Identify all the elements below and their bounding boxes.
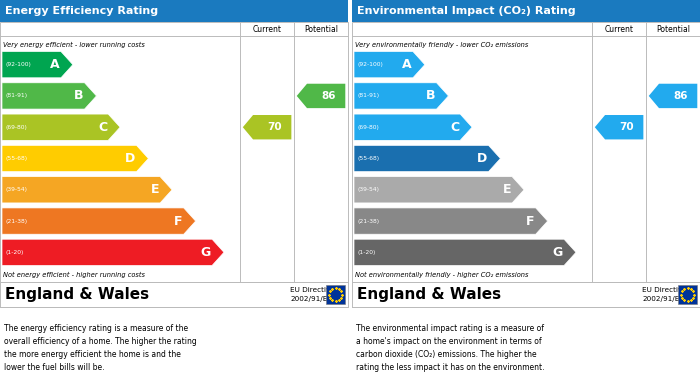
Bar xyxy=(0,22,348,282)
Text: Very energy efficient - lower running costs: Very energy efficient - lower running co… xyxy=(3,42,145,48)
Text: A: A xyxy=(50,58,60,71)
Bar xyxy=(0,0,348,22)
Text: D: D xyxy=(125,152,136,165)
Polygon shape xyxy=(354,52,425,78)
Text: Environmental Impact (CO₂) Rating: Environmental Impact (CO₂) Rating xyxy=(357,6,575,16)
Polygon shape xyxy=(2,114,120,140)
Polygon shape xyxy=(2,177,172,203)
Text: Potential: Potential xyxy=(304,25,338,34)
Text: (92-100): (92-100) xyxy=(5,62,31,67)
Bar xyxy=(326,285,345,304)
Polygon shape xyxy=(354,239,576,265)
Bar xyxy=(0,282,348,307)
Text: England & Wales: England & Wales xyxy=(357,287,501,302)
Text: 70: 70 xyxy=(619,122,634,132)
Text: (1-20): (1-20) xyxy=(5,250,23,255)
Text: E: E xyxy=(503,183,511,196)
Text: (1-20): (1-20) xyxy=(357,250,375,255)
Polygon shape xyxy=(2,145,148,172)
Text: Not environmentally friendly - higher CO₂ emissions: Not environmentally friendly - higher CO… xyxy=(355,272,528,278)
Text: F: F xyxy=(174,215,183,228)
Text: Potential: Potential xyxy=(656,25,690,34)
Text: Current: Current xyxy=(253,25,281,34)
Text: Current: Current xyxy=(605,25,634,34)
Text: (21-38): (21-38) xyxy=(357,219,379,224)
Text: (39-54): (39-54) xyxy=(357,187,379,192)
Text: B: B xyxy=(426,90,435,102)
Text: (92-100): (92-100) xyxy=(357,62,383,67)
Text: D: D xyxy=(477,152,487,165)
Text: (39-54): (39-54) xyxy=(5,187,27,192)
Polygon shape xyxy=(354,83,449,109)
Text: Energy Efficiency Rating: Energy Efficiency Rating xyxy=(5,6,158,16)
Polygon shape xyxy=(354,177,524,203)
Text: England & Wales: England & Wales xyxy=(5,287,149,302)
Text: 70: 70 xyxy=(267,122,281,132)
Text: B: B xyxy=(74,90,83,102)
Text: C: C xyxy=(450,121,459,134)
Bar xyxy=(352,0,700,22)
Text: Not energy efficient - higher running costs: Not energy efficient - higher running co… xyxy=(3,272,145,278)
Polygon shape xyxy=(2,83,97,109)
Text: F: F xyxy=(526,215,535,228)
Text: G: G xyxy=(553,246,563,259)
Text: (81-91): (81-91) xyxy=(5,93,27,99)
Text: 2002/91/EC: 2002/91/EC xyxy=(290,296,332,301)
Text: EU Directive: EU Directive xyxy=(290,287,335,294)
Text: E: E xyxy=(150,183,159,196)
Polygon shape xyxy=(354,208,547,234)
Text: (55-68): (55-68) xyxy=(5,156,27,161)
Text: A: A xyxy=(402,58,412,71)
Polygon shape xyxy=(649,84,697,108)
Polygon shape xyxy=(243,115,291,140)
Text: 86: 86 xyxy=(321,91,335,101)
Text: 2002/91/EC: 2002/91/EC xyxy=(642,296,685,301)
Text: (69-80): (69-80) xyxy=(5,125,27,130)
Bar xyxy=(352,22,700,282)
Text: Very environmentally friendly - lower CO₂ emissions: Very environmentally friendly - lower CO… xyxy=(355,42,528,48)
Polygon shape xyxy=(297,84,345,108)
Polygon shape xyxy=(2,239,224,265)
Text: 86: 86 xyxy=(673,91,687,101)
Polygon shape xyxy=(354,114,472,140)
Text: (81-91): (81-91) xyxy=(357,93,379,99)
Polygon shape xyxy=(595,115,643,140)
Text: EU Directive: EU Directive xyxy=(642,287,687,294)
Polygon shape xyxy=(354,145,500,172)
Text: C: C xyxy=(98,121,107,134)
Text: The environmental impact rating is a measure of
a home's impact on the environme: The environmental impact rating is a mea… xyxy=(356,324,545,372)
Text: (55-68): (55-68) xyxy=(357,156,379,161)
Bar xyxy=(678,285,697,304)
Text: (21-38): (21-38) xyxy=(5,219,27,224)
Bar xyxy=(352,282,700,307)
Text: The energy efficiency rating is a measure of the
overall efficiency of a home. T: The energy efficiency rating is a measur… xyxy=(4,324,197,372)
Text: (69-80): (69-80) xyxy=(357,125,379,130)
Text: G: G xyxy=(201,246,211,259)
Polygon shape xyxy=(2,208,195,234)
Polygon shape xyxy=(2,52,73,78)
